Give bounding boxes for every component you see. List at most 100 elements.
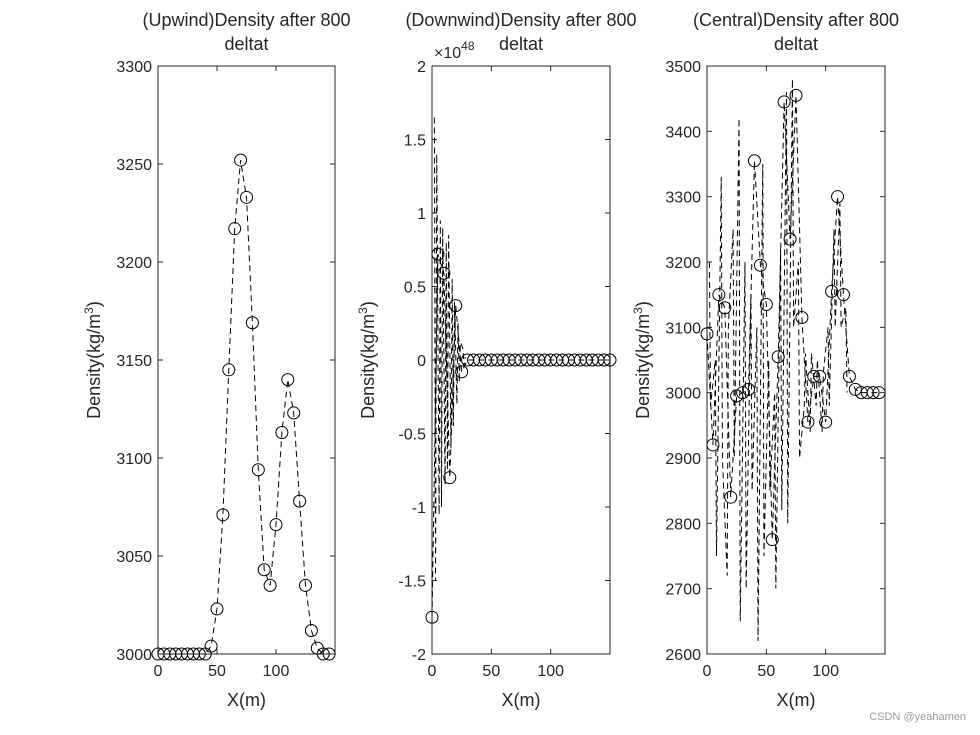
downwind-data-point [603,353,617,367]
downwind-title-line-1: (Downwind)Density after 800 [405,10,636,30]
central-ytick-label: 2700 [665,582,701,599]
downwind-ytick-label: 0 [417,353,426,370]
upwind-data-point [263,578,277,592]
central-data-point [771,350,785,364]
downwind-ytick-label: 1.5 [404,133,426,150]
central-title-line-2: deltat [774,34,818,54]
upwind-ytick-label: 3050 [116,549,152,566]
upwind-data-point [222,363,236,377]
upwind-ytick-label: 3000 [116,647,152,664]
upwind-data-point [299,578,312,592]
upwind-ytick-label: 3300 [116,59,152,76]
central-ytick-label: 2900 [665,451,701,468]
central-data-point [736,386,750,400]
upwind-x-axis-label: X(m) [227,690,266,710]
downwind-ytick-label: -1 [412,500,426,517]
central-title-line-1: (Central)Density after 800 [693,10,899,30]
upwind-xtick-label: 0 [154,663,163,680]
central-data-point [724,490,738,504]
central-data-point [848,382,862,396]
central-data-point [759,297,773,311]
downwind-xtick-label: 0 [428,663,437,680]
central-data-point [801,415,815,429]
central-data-point [819,415,833,429]
downwind-xtick-label: 50 [482,663,500,680]
downwind-ytick-label: 1 [417,206,426,223]
downwind-x-axis-label: X(m) [502,690,541,710]
central-data-point [825,284,839,298]
central-data-point [777,95,791,109]
central-series-line-2 [708,79,848,641]
central-data-point [872,386,886,400]
downwind-ytick-label: 0.5 [404,280,426,297]
central-x-axis-label: X(m) [777,690,816,710]
upwind-data-point [245,316,259,330]
upwind-title-line-1: (Upwind)Density after 800 [142,10,350,30]
upwind-data-point [287,406,301,420]
central-data-point [807,369,821,383]
central-data-point [742,382,756,396]
central-data-point [706,438,720,452]
upwind-data-point [210,602,224,616]
downwind-ytick-label: -1.5 [398,574,426,591]
upwind-y-axis-label-sup: 3 [82,307,96,314]
central-plot-area [707,79,880,641]
upwind-data-point [316,647,330,661]
upwind-xtick-label: 100 [263,663,290,680]
downwind-panel: -2 -1.5 -1 -0.5 0 0.5 1 1.5 2 0 50 100 (Downwind)Den… [356,10,637,710]
central-data-point [842,369,856,383]
upwind-y-axis-label-end: ) [84,301,104,307]
central-xtick-label: 100 [812,663,839,680]
central-data-point [765,533,779,547]
downwind-ytick-label: -2 [412,647,426,664]
central-ytick-label: 3000 [665,386,701,403]
downwind-y-axis-label-end: ) [358,301,378,307]
upwind-y-axis-label: Density(kg/m3) [82,301,104,419]
upwind-ytick-label: 3100 [116,451,152,468]
downwind-data-point [597,353,611,367]
downwind-ytick-label: 2 [417,59,426,76]
upwind-title-line-2: deltat [224,34,268,54]
upwind-y-axis-label-text: Density(kg/m [84,314,104,419]
central-y-axis-label-sup: 3 [631,307,645,314]
upwind-data-point [304,623,318,637]
central-data-point [753,258,767,272]
watermark: CSDN @yeahamen [869,711,966,723]
upwind-data-point [257,563,271,577]
upwind-data-point [216,508,230,522]
downwind-data-point [431,247,445,261]
central-ytick-label: 3300 [665,190,701,207]
downwind-exponent-base: ×10 [434,45,461,62]
upwind-data-point [275,426,289,440]
downwind-exponent-label: ×1048 [434,39,475,62]
downwind-data-point [437,266,451,280]
upwind-ytick-label: 3200 [116,255,152,272]
downwind-data-point [449,299,463,313]
central-ytick-label: 2600 [665,647,701,664]
downwind-exponent-power: 48 [461,39,475,53]
upwind-series-line-1 [158,160,330,654]
downwind-y-axis-label-text: Density(kg/m [358,314,378,419]
upwind-data-point [281,373,295,387]
central-xtick-label: 0 [703,663,712,680]
downwind-y-axis-label: Density(kg/m3) [356,301,378,419]
central-data-point [783,232,797,246]
central-y-axis-label-end: ) [633,301,653,307]
central-data-point [795,311,809,325]
downwind-y-axis-label-sup: 3 [356,307,370,314]
central-data-point [866,386,880,400]
central-y-axis-label-text: Density(kg/m [633,314,653,419]
central-data-point [712,288,726,302]
downwind-data-point [455,365,469,379]
upwind-data-point [240,190,253,204]
upwind-plot-area [158,160,330,654]
downwind-title-line-2: deltat [499,34,543,54]
central-data-point [718,301,732,315]
central-axes-box [706,65,886,655]
upwind-ytick-label: 3250 [116,157,152,174]
central-y-axis-label: Density(kg/m3) [631,301,653,419]
downwind-data-point [443,471,457,485]
central-panel: 2600270028002900300031003200330034003500… [631,10,899,710]
upwind-data-point [234,153,248,167]
